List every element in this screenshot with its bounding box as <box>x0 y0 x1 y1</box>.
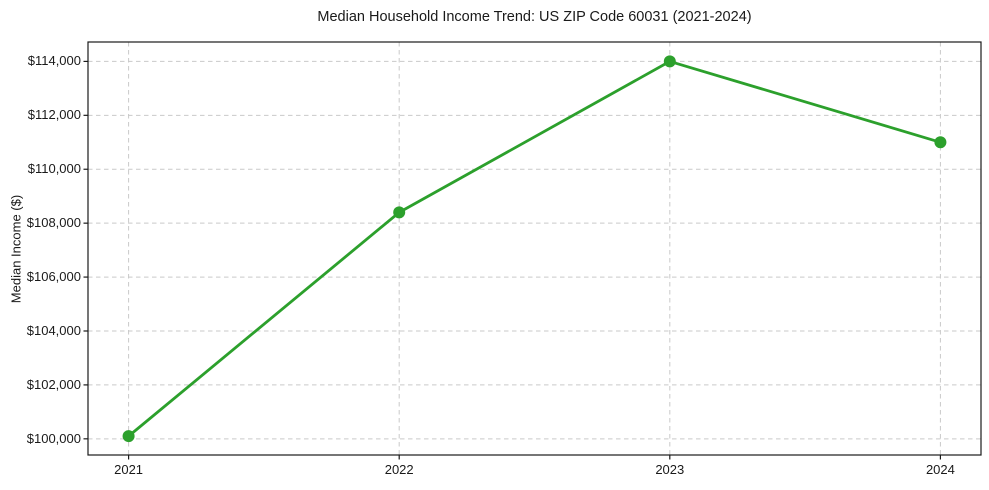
chart-title: Median Household Income Trend: US ZIP Co… <box>317 9 752 25</box>
income-trend-line <box>127 60 942 438</box>
y-tick-label: $100,000 <box>26 430 81 446</box>
y-axis-title: Median Income ($) <box>8 194 24 303</box>
y-tick-label: $110,000 <box>27 161 81 177</box>
y-tick-label: $114,000 <box>27 53 81 69</box>
x-tick-label: 2021 <box>114 462 144 477</box>
axes-frame <box>87 41 982 456</box>
y-axis-title-wrap: Median Income ($) <box>0 42 32 455</box>
y-tick-label: $112,000 <box>27 107 81 123</box>
data-point-marker <box>122 430 135 443</box>
y-tick-label: $104,000 <box>26 322 81 338</box>
line-plot <box>83 41 982 460</box>
data-point-marker <box>393 206 406 219</box>
plot-area <box>83 41 982 460</box>
x-tick-label: 2023 <box>655 462 685 477</box>
data-point-marker <box>663 55 676 68</box>
data-point-marker <box>934 136 947 149</box>
x-tick-label: 2022 <box>384 462 414 477</box>
x-tick-label: 2024 <box>925 462 955 477</box>
y-tick-label: $102,000 <box>26 376 81 392</box>
y-tick-label: $108,000 <box>26 215 81 231</box>
y-tick-label: $106,000 <box>26 269 81 285</box>
